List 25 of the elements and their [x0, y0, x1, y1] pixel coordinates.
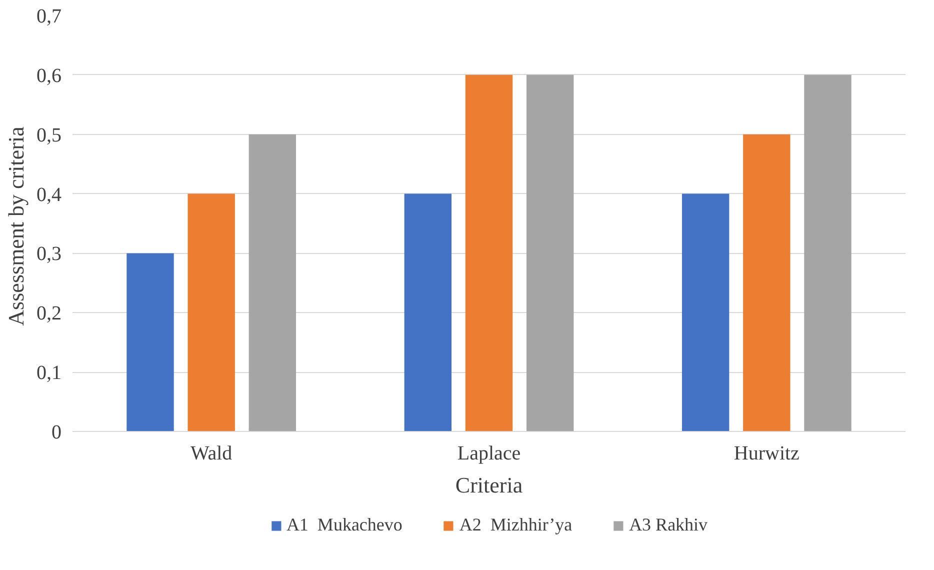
bar	[526, 74, 574, 432]
bar	[743, 134, 790, 432]
x-axis-title: Criteria	[455, 472, 523, 498]
x-tick-label: Wald	[190, 442, 232, 464]
y-axis-title: Assessment by criteria	[4, 126, 28, 326]
y-tick-label: 0,7	[36, 6, 62, 28]
bar	[126, 253, 174, 432]
bar	[404, 194, 452, 432]
legend-label: A3 Rakhiv	[629, 514, 708, 536]
legend-label: A1 Mukachevo	[286, 514, 402, 536]
x-tick-label: Laplace	[457, 442, 521, 464]
bar	[188, 194, 235, 432]
bar	[248, 134, 296, 432]
bar	[682, 194, 730, 432]
x-tick-label: Hurwitz	[734, 442, 800, 464]
y-tick-label: 0,2	[36, 302, 62, 325]
y-tick-label: 0,5	[36, 124, 62, 146]
bar	[804, 74, 852, 432]
y-tick-label: 0	[52, 422, 62, 444]
y-tick-label: 0,3	[36, 243, 62, 266]
legend-label: A2 Mizhhir’ya	[459, 514, 572, 536]
y-tick-label: 0,1	[36, 362, 62, 384]
bar	[465, 74, 513, 432]
y-tick-label: 0,6	[36, 64, 62, 87]
y-tick-label: 0,4	[36, 184, 62, 206]
